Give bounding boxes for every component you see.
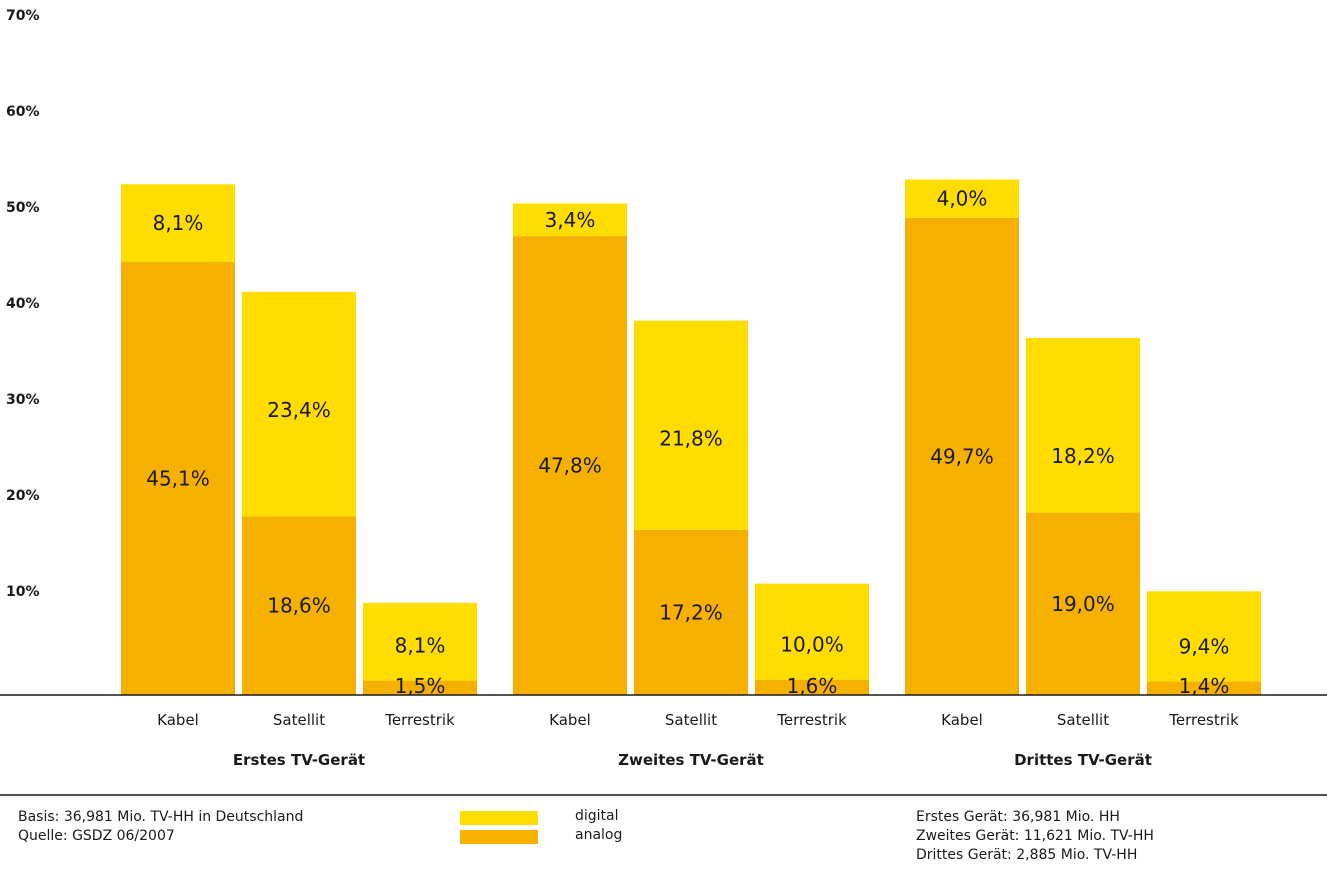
- bar-label-analog: 19,0%: [1051, 592, 1115, 616]
- category-label: Kabel: [549, 711, 591, 729]
- bar-digital: [755, 583, 869, 680]
- category-label: Satellit: [1057, 711, 1109, 729]
- bar-label-digital: 3,4%: [545, 208, 596, 232]
- bar-label-analog: 47,8%: [538, 454, 602, 478]
- category-label: Satellit: [273, 711, 325, 729]
- bar-label-digital: 9,4%: [1179, 635, 1230, 659]
- bar-label-analog: 1,6%: [787, 674, 838, 698]
- bar-analog: [121, 262, 235, 695]
- category-label: Terrestrik: [776, 711, 847, 729]
- bar-analog: [1026, 512, 1140, 695]
- source-text: Quelle: GSDZ 06/2007: [18, 828, 175, 844]
- bar-digital: [363, 602, 477, 681]
- bar-analog: [905, 217, 1019, 695]
- bar-analog: [1147, 681, 1261, 695]
- legend-label-analog: analog: [575, 827, 623, 843]
- category-label: Terrestrik: [1168, 711, 1239, 729]
- x-axis-labels: Kabel Satellit Terrestrik Erstes TV-Gerät Ka…: [157, 711, 1239, 769]
- y-tick-label: 20%: [6, 488, 40, 504]
- bar-digital: [513, 203, 627, 237]
- category-label: Kabel: [157, 711, 199, 729]
- group-label: Erstes TV-Gerät: [233, 751, 365, 769]
- bar-analog: [242, 516, 356, 695]
- bar-digital: [1026, 337, 1140, 513]
- bar-analog: [634, 529, 748, 695]
- note-first-device: Erstes Gerät: 36,981 Mio. HH: [916, 809, 1120, 825]
- bar-label-analog: 1,4%: [1179, 674, 1230, 698]
- bar-label-analog: 17,2%: [659, 600, 723, 624]
- footer-basis-source: Basis: 36,981 Mio. TV-HH in Deutschland …: [18, 808, 303, 846]
- category-label: Kabel: [941, 711, 983, 729]
- bar-label-digital: 10,0%: [780, 633, 844, 657]
- y-tick-label: 10%: [6, 584, 40, 600]
- bars: 45,1% 8,1% 18,6% 23,4% 1,5% 8,1% 47,8% 3,4% 17,2…: [121, 179, 1261, 698]
- y-axis-ticks: 70% 60% 50% 40% 30% 20% 10%: [6, 8, 40, 600]
- group-label: Zweites TV-Gerät: [618, 751, 764, 769]
- bar-analog: [513, 236, 627, 695]
- category-label: Satellit: [665, 711, 717, 729]
- bar-label-analog: 1,5%: [395, 674, 446, 698]
- bar-analog: [363, 680, 477, 695]
- bar-analog: [755, 679, 869, 695]
- stacked-bar-chart: 70% 60% 50% 40% 30% 20% 10% 45,1% 8,1% 18,6% 23,4…: [0, 8, 1327, 796]
- category-label: Terrestrik: [384, 711, 455, 729]
- y-tick-label: 40%: [6, 296, 40, 312]
- bar-label-digital: 8,1%: [395, 634, 446, 658]
- note-third-device: Drittes Gerät: 2,885 Mio. TV-HH: [916, 847, 1138, 863]
- bar-label-digital: 23,4%: [267, 398, 331, 422]
- bar-label-digital: 18,2%: [1051, 444, 1115, 468]
- bar-label-analog: 49,7%: [930, 444, 994, 468]
- bar-digital: [242, 291, 356, 517]
- note-second-device: Zweites Gerät: 11,621 Mio. TV-HH: [916, 828, 1154, 844]
- bar-digital: [634, 320, 748, 530]
- legend-swatch-analog: [460, 830, 538, 844]
- bar-digital: [121, 184, 235, 263]
- bar-label-analog: 18,6%: [267, 594, 331, 618]
- bar-label-digital: 4,0%: [937, 187, 988, 211]
- group-label: Drittes TV-Gerät: [1014, 751, 1152, 769]
- legend-label-digital: digital: [575, 808, 619, 824]
- bar-digital: [905, 179, 1019, 218]
- bar-label-digital: 8,1%: [153, 211, 204, 235]
- footer-device-notes: Erstes Gerät: 36,981 Mio. HH Zweites Ger…: [916, 808, 1154, 865]
- legend-swatch-digital: [460, 811, 538, 825]
- y-tick-label: 50%: [6, 200, 40, 216]
- y-tick-label: 60%: [6, 104, 40, 120]
- bar-label-digital: 21,8%: [659, 427, 723, 451]
- bar-label-analog: 45,1%: [146, 467, 210, 491]
- y-tick-label: 30%: [6, 392, 40, 408]
- y-tick-label: 70%: [6, 8, 40, 24]
- bar-digital: [1147, 591, 1261, 682]
- basis-text: Basis: 36,981 Mio. TV-HH in Deutschland: [18, 809, 304, 825]
